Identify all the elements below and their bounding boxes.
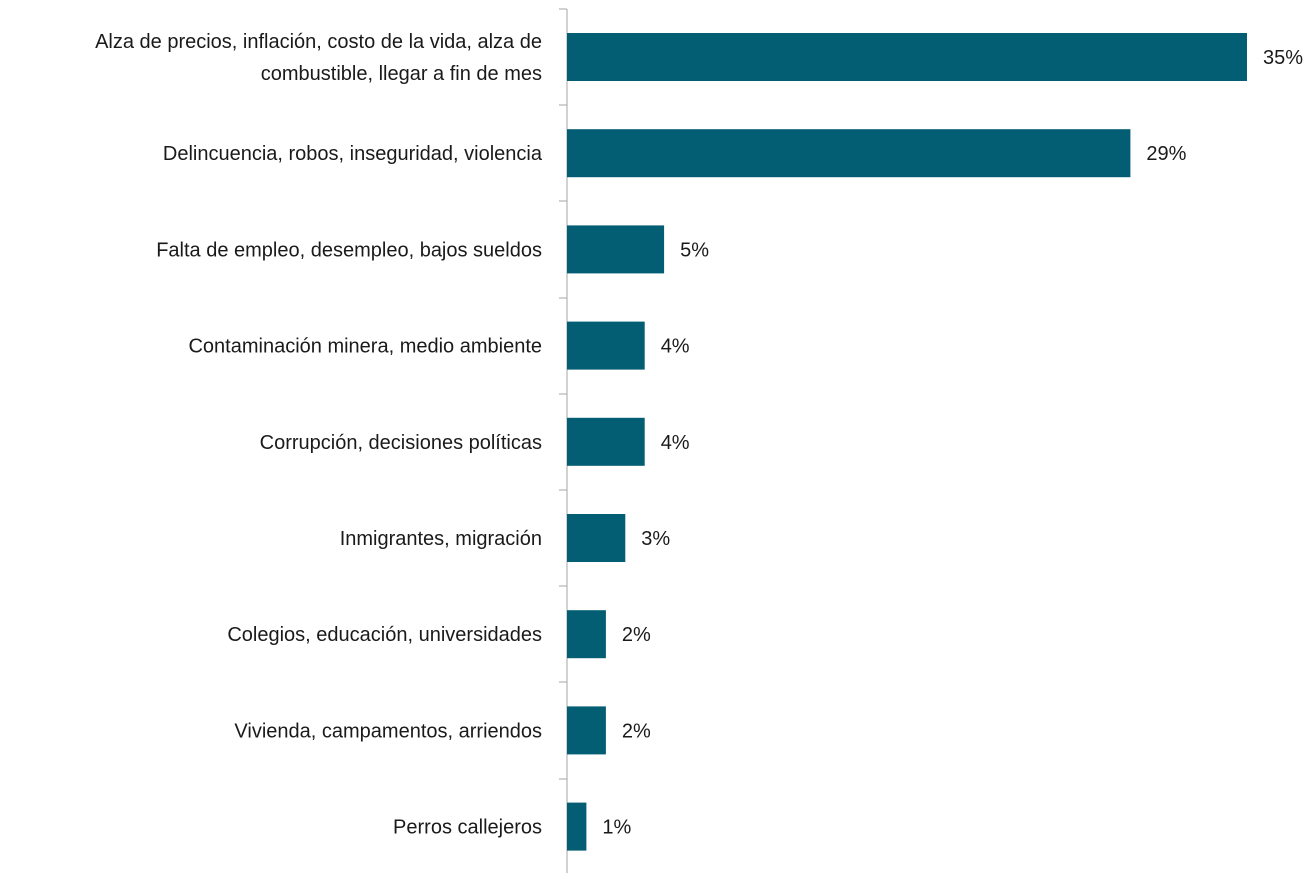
category-label: Inmigrantes, migración [340, 528, 542, 550]
data-label: 5% [680, 239, 709, 261]
category-axis [559, 8, 568, 873]
category-label-line: combustible, llegar a fin de mes [261, 63, 542, 85]
bars-group [567, 33, 1247, 851]
bar [567, 33, 1247, 81]
data-label: 1% [602, 817, 631, 839]
category-label-line: Colegios, educación, universidades [227, 624, 542, 646]
bar [567, 225, 665, 274]
bar [567, 610, 606, 659]
category-label: Contaminación minera, medio ambiente [188, 336, 542, 358]
data-label: 4% [661, 432, 690, 454]
value-labels-group: 35% 29% 5% 4% 4% 3% 2% 2% 1% [602, 47, 1303, 839]
category-label: Perros callejeros [393, 817, 542, 839]
category-label-line: Perros callejeros [393, 817, 542, 839]
category-label: Vivienda, campamentos, arriendos [234, 720, 542, 742]
category-label-line: Vivienda, campamentos, arriendos [234, 720, 542, 742]
category-label-line: Inmigrantes, migración [340, 528, 542, 550]
category-label-line: Falta de empleo, desempleo, bajos sueldo… [156, 239, 542, 261]
category-label: Alza de precios, inflación, costo de la … [95, 31, 542, 85]
bar [567, 321, 645, 370]
category-label-line: Alza de precios, inflación, costo de la … [95, 31, 542, 53]
category-label-line: Corrupción, decisiones políticas [260, 432, 542, 454]
category-label: Falta de empleo, desempleo, bajos sueldo… [156, 239, 542, 261]
category-label-line: Contaminación minera, medio ambiente [188, 336, 542, 358]
bar [567, 706, 606, 755]
data-label: 2% [622, 720, 651, 742]
data-label: 3% [641, 528, 670, 550]
data-label: 35% [1263, 47, 1303, 69]
bar [567, 417, 645, 466]
data-label: 2% [622, 624, 651, 646]
bar [567, 514, 626, 562]
data-label: 4% [661, 336, 690, 358]
category-label: Delincuencia, robos, inseguridad, violen… [163, 143, 543, 165]
category-label: Colegios, educación, universidades [227, 624, 542, 646]
bar [567, 802, 587, 851]
category-label-line: Delincuencia, robos, inseguridad, violen… [163, 143, 543, 165]
category-labels-group: Alza de precios, inflación, costo de la … [95, 31, 543, 839]
category-label: Corrupción, decisiones políticas [260, 432, 542, 454]
data-label: 29% [1146, 143, 1186, 165]
bar [567, 129, 1131, 178]
